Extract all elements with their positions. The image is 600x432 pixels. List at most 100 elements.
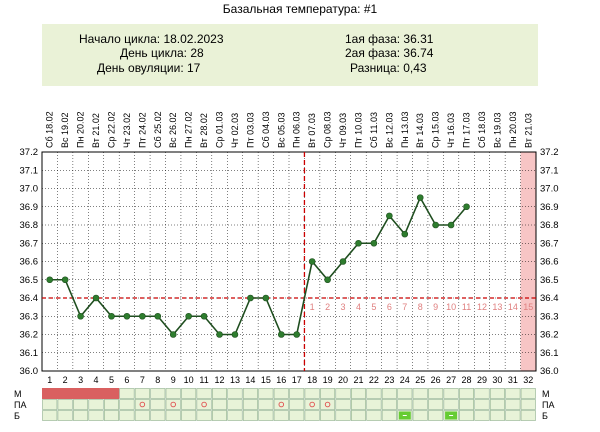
symptom-row-label-left: М [14, 389, 22, 399]
pa-marker [309, 401, 315, 408]
pa-marker [139, 401, 146, 408]
day-number: 8 [155, 375, 160, 385]
temperature-point [77, 312, 84, 320]
temperature-point [185, 312, 192, 320]
day-number: 25 [415, 375, 425, 385]
temperature-point [61, 276, 69, 284]
luteal-day-number: 2 [325, 302, 330, 312]
date-label: Вс 19.03 [492, 112, 502, 148]
symptom-cell [320, 388, 336, 399]
ovulation-day-text: День овуляции: 17 [97, 61, 201, 75]
date-label: Ср 22.02 [106, 111, 116, 148]
symptom-cell [165, 410, 181, 421]
symptom-cell [381, 388, 397, 399]
symptom-cell [227, 388, 243, 399]
phase2-text: 2ая фаза: 36.74 [345, 46, 434, 60]
symptom-cell [520, 410, 536, 421]
symptom-cell [474, 399, 490, 410]
symptom-cell [273, 388, 289, 399]
symptom-row-label-right: ПА [542, 400, 554, 410]
day-number: 11 [199, 375, 208, 385]
y-tick-label-left: 37.2 [20, 147, 39, 158]
temperature-point [386, 212, 393, 220]
day-number: 3 [78, 375, 83, 385]
y-tick-label-left: 36.7 [20, 238, 39, 249]
cycle-day-text: День цикла: 28 [120, 46, 204, 60]
date-label: Чт 23.02 [122, 113, 132, 148]
temperature-point [216, 331, 223, 338]
symptom-cell [320, 399, 336, 410]
symptom-cell [304, 410, 320, 421]
temperature-point [262, 294, 270, 302]
symptom-cell [42, 399, 58, 410]
symptom-cell [412, 388, 428, 399]
luteal-day-number: 13 [492, 302, 502, 312]
date-label: Вс 12.03 [384, 112, 394, 148]
symptom-cell [150, 410, 166, 421]
symptom-cell [57, 410, 73, 421]
symptom-cell [335, 410, 351, 421]
symptom-cell [412, 410, 428, 421]
temperature-point [416, 194, 424, 201]
y-tick-label-left: 36.5 [20, 275, 39, 286]
temperature-point [154, 312, 162, 320]
symptom-cell [196, 410, 212, 421]
symptom-cell [320, 410, 336, 421]
symptom-cell [335, 388, 351, 399]
day-number: 23 [384, 375, 394, 385]
symptom-cell [242, 388, 258, 399]
y-tick-label-left: 36.3 [20, 311, 39, 322]
y-tick-label-right: 37.2 [540, 147, 559, 158]
symptom-cell [289, 410, 305, 421]
cycle-start-text: Начало цикла: 18.02.2023 [79, 32, 224, 46]
temperature-point [293, 331, 301, 338]
date-label: Сб 25.02 [153, 111, 163, 148]
date-label: Вт 28.02 [199, 113, 209, 148]
temperature-point [123, 312, 131, 320]
day-number: 6 [124, 375, 129, 385]
temperature-point [46, 276, 54, 284]
menstruation-bar [42, 388, 120, 399]
symptom-cell [428, 388, 444, 399]
symptom-cell [196, 388, 212, 399]
date-label: Вт 07.03 [307, 113, 317, 148]
day-number: 7 [140, 375, 145, 385]
symptom-cell [42, 410, 58, 421]
y-tick-label-left: 37.1 [20, 165, 39, 176]
symptom-cell [258, 388, 274, 399]
luteal-day-number: 3 [341, 302, 346, 312]
day-number: 12 [215, 375, 225, 385]
symptom-cell [397, 388, 413, 399]
symptom-cell [273, 410, 289, 421]
day-number: 30 [492, 375, 502, 385]
symptom-cell [258, 410, 274, 421]
temperature-point [324, 276, 331, 284]
date-label: Сб 11.03 [369, 112, 379, 148]
temperature-point [432, 221, 439, 229]
day-number: 31 [508, 375, 518, 385]
y-tick-label-left: 36.1 [20, 348, 39, 359]
temperature-point [200, 312, 208, 320]
symptom-cell [397, 399, 413, 410]
day-number: 32 [523, 375, 533, 385]
date-label: Пн 20.03 [508, 112, 518, 148]
symptom-cell [474, 410, 490, 421]
day-number: 21 [353, 375, 363, 385]
symptom-cell [88, 410, 104, 421]
symptom-cell [227, 399, 243, 410]
symptom-cell [181, 410, 197, 421]
symptom-cell [196, 399, 212, 410]
day-number: 26 [431, 375, 441, 385]
day-number: 27 [446, 375, 456, 385]
symptom-cell [489, 399, 505, 410]
day-number: 2 [63, 375, 68, 385]
date-label: Вс 19.02 [60, 112, 70, 148]
symptom-cell [351, 399, 366, 410]
y-tick-label-left: 36.2 [20, 330, 39, 341]
y-tick-label-right: 36.7 [540, 238, 559, 249]
symptom-cell [289, 388, 305, 399]
y-tick-label-right: 37.0 [540, 184, 559, 195]
symptom-cell [366, 388, 382, 399]
